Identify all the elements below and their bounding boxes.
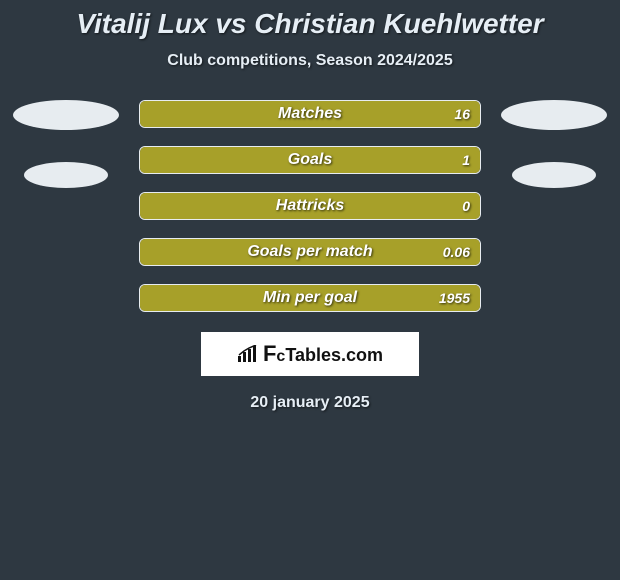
- stat-row-goals: Goals 1: [139, 146, 481, 174]
- stat-value-right: 16: [454, 106, 470, 122]
- stat-row-hattricks: Hattricks 0: [139, 192, 481, 220]
- logo-letter-c: c: [276, 348, 285, 366]
- stat-value-right: 1: [462, 152, 470, 168]
- right-ellipse-1: [512, 162, 596, 188]
- subtitle: Club competitions, Season 2024/2025: [0, 52, 620, 70]
- stat-value-right: 0: [462, 198, 470, 214]
- stat-label: Hattricks: [276, 197, 344, 215]
- logo-letter-f: F: [263, 341, 276, 367]
- stat-row-goals-per-match: Goals per match 0.06: [139, 238, 481, 266]
- stat-row-matches: Matches 16: [139, 100, 481, 128]
- left-ellipse-0: [13, 100, 119, 130]
- stats-area: Matches 16 Goals 1 Hattricks 0 Goals per match…: [0, 100, 620, 312]
- logo-box: FcTables.com: [201, 332, 419, 376]
- stat-value-right: 0.06: [443, 244, 470, 260]
- logo-rest: Tables.com: [285, 345, 383, 366]
- date-line: 20 january 2025: [0, 394, 620, 412]
- left-player-ellipses: [13, 100, 119, 188]
- stat-label: Min per goal: [263, 289, 357, 307]
- right-ellipse-0: [501, 100, 607, 130]
- stat-row-min-per-goal: Min per goal 1955: [139, 284, 481, 312]
- chart-icon: [237, 345, 259, 363]
- stat-label: Goals: [288, 151, 332, 169]
- stat-label: Goals per match: [247, 243, 372, 261]
- stat-label: Matches: [278, 105, 342, 123]
- right-player-ellipses: [501, 100, 607, 188]
- stat-value-right: 1955: [439, 290, 470, 306]
- page-title: Vitalij Lux vs Christian Kuehlwetter: [0, 0, 620, 40]
- left-ellipse-1: [24, 162, 108, 188]
- logo-text: FcTables.com: [263, 341, 383, 367]
- stat-bars: Matches 16 Goals 1 Hattricks 0 Goals per match…: [139, 100, 481, 312]
